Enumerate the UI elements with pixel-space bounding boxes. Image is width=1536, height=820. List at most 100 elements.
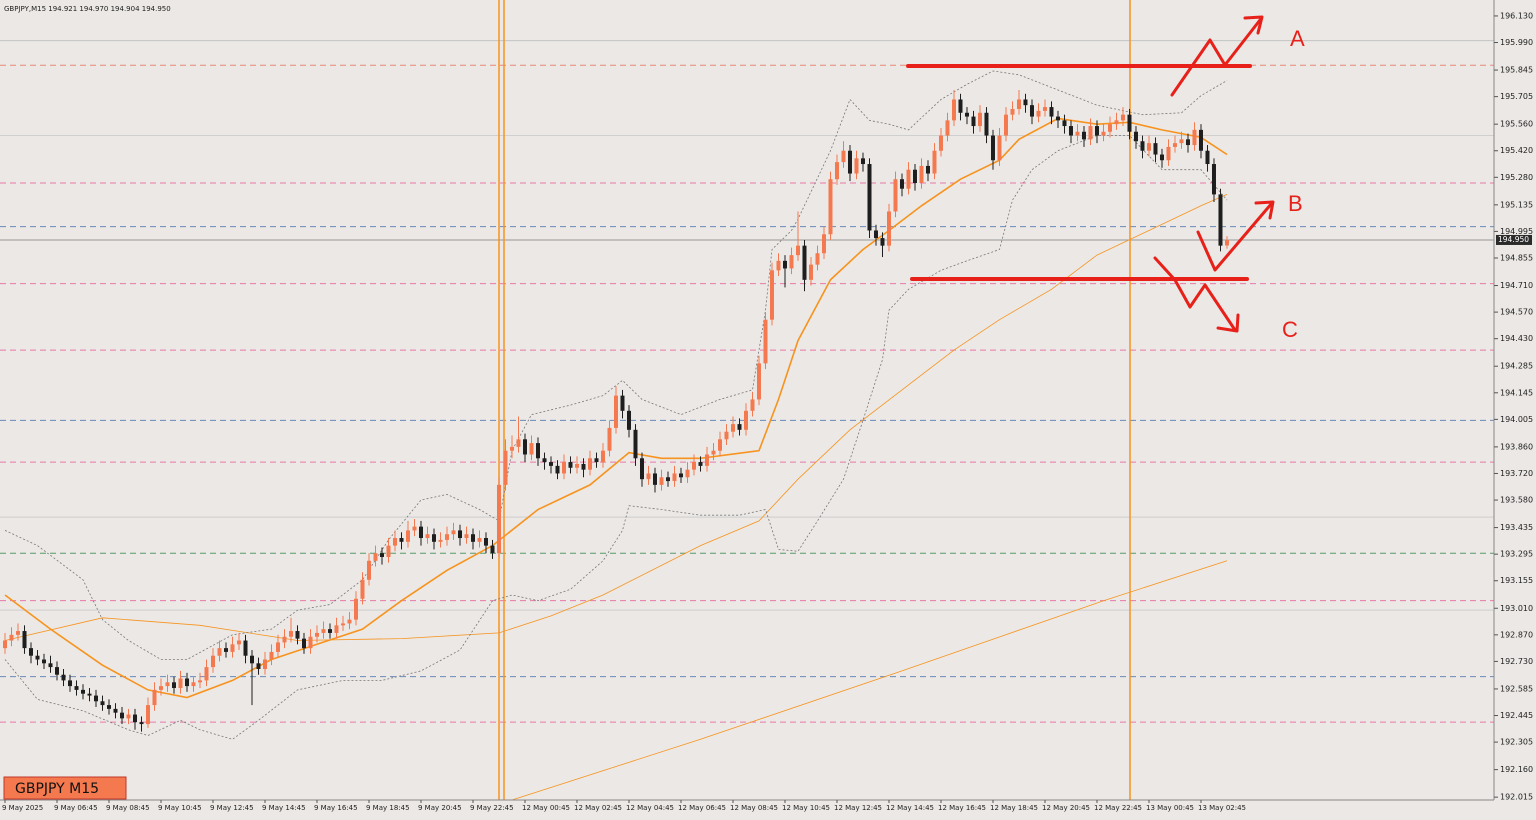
candle-body: [529, 443, 534, 455]
symbol-label: GBPJPY M15: [15, 781, 99, 797]
candle-body: [769, 270, 774, 320]
x-tick-label: 9 May 18:45: [366, 804, 410, 812]
candle-body: [490, 545, 495, 554]
candle-body: [535, 443, 540, 459]
x-tick-label: 13 May 00:45: [1146, 804, 1194, 812]
candle-body: [1185, 139, 1190, 146]
candle-body: [198, 680, 203, 683]
candle-body: [94, 695, 99, 702]
annotation-label: C: [1282, 317, 1298, 342]
candle-body: [74, 686, 79, 690]
candle-body: [743, 410, 748, 430]
candle-body: [120, 712, 125, 719]
candles: [3, 89, 1229, 732]
candle-body: [860, 158, 865, 165]
candle-body: [912, 169, 917, 184]
candle-body: [405, 530, 410, 542]
x-tick-label: 12 May 20:45: [1042, 804, 1090, 812]
candle-body: [418, 526, 423, 539]
y-tick-label: 195.845: [1500, 66, 1533, 75]
candle-body: [373, 553, 378, 561]
candle-body: [951, 99, 956, 121]
candle-body: [724, 431, 729, 440]
candle-body: [386, 545, 391, 558]
symbol-box: [3, 776, 127, 800]
candle-body: [808, 264, 813, 280]
candle-body: [503, 450, 508, 485]
candle-body: [984, 112, 989, 136]
x-tick-label: 9 May 12:45: [210, 804, 254, 812]
candle-body: [250, 655, 255, 664]
candle-body: [451, 530, 456, 535]
candle-body: [841, 150, 846, 163]
y-tick-label: 192.160: [1500, 765, 1533, 774]
candle-body: [834, 162, 839, 180]
candle-body: [282, 636, 287, 643]
current-price-box: [1496, 234, 1532, 245]
candle-body: [1120, 114, 1125, 121]
candle-body: [159, 686, 164, 690]
candle-body: [113, 708, 118, 713]
candle-body: [301, 638, 306, 649]
candle-body: [730, 424, 735, 432]
indicator-line: [511, 560, 1228, 800]
y-tick-label: 194.145: [1500, 388, 1533, 397]
candle-body: [1029, 105, 1034, 117]
y-tick-label: 194.430: [1500, 334, 1533, 343]
x-tick-label: 12 May 08:45: [730, 804, 778, 812]
candle-body: [1088, 126, 1093, 140]
candle-body: [224, 648, 229, 652]
candle-body: [737, 424, 742, 430]
candle-body: [1055, 116, 1060, 121]
y-tick-label: 192.730: [1500, 657, 1533, 666]
candle-body: [1003, 114, 1008, 136]
x-tick-label: 9 May 2025: [2, 804, 43, 812]
candle-body: [1114, 120, 1119, 125]
x-tick-label: 12 May 22:45: [1094, 804, 1142, 812]
x-tick-label: 12 May 00:45: [522, 804, 570, 812]
annotation-label: B: [1288, 191, 1303, 216]
candle-body: [574, 463, 579, 468]
candle-body: [776, 260, 781, 271]
y-tick-label: 193.295: [1500, 550, 1533, 559]
indicator-line: [4, 194, 1228, 641]
candle-body: [1068, 126, 1073, 136]
candle-body: [295, 631, 300, 639]
candle-body: [29, 648, 34, 656]
candle-body: [659, 477, 664, 485]
candle-body: [639, 458, 644, 480]
candle-body: [1133, 131, 1138, 142]
candle-body: [678, 473, 683, 478]
candle-body: [392, 538, 397, 546]
x-tick-label: 9 May 16:45: [314, 804, 358, 812]
candle-body: [964, 112, 969, 117]
x-tick-label: 12 May 16:45: [938, 804, 986, 812]
candle-body: [971, 116, 976, 127]
candle-body: [847, 150, 852, 174]
candle-body: [263, 659, 268, 670]
candle-body: [289, 631, 294, 637]
candle-body: [1042, 107, 1047, 111]
candle-body: [1140, 141, 1145, 151]
candle-body: [893, 179, 898, 212]
candle-body: [496, 484, 501, 554]
candle-body: [347, 619, 352, 624]
candle-body: [438, 539, 443, 542]
candle-body: [243, 640, 248, 656]
candle-body: [399, 538, 404, 542]
candle-body: [815, 253, 820, 265]
y-tick-label: 192.585: [1500, 684, 1533, 693]
candle-body: [1081, 131, 1086, 140]
candle-body: [789, 255, 794, 269]
candle-body: [821, 234, 826, 254]
candle-body: [1166, 146, 1171, 161]
y-tick-label: 194.995: [1500, 227, 1533, 236]
y-tick-label: 195.990: [1500, 38, 1533, 47]
candle-body: [828, 179, 833, 235]
y-tick-label: 193.860: [1500, 442, 1533, 451]
candle-body: [509, 446, 514, 451]
candle-body: [802, 245, 807, 280]
arrow-b: [1196, 200, 1275, 272]
y-tick-label: 193.720: [1500, 469, 1533, 478]
